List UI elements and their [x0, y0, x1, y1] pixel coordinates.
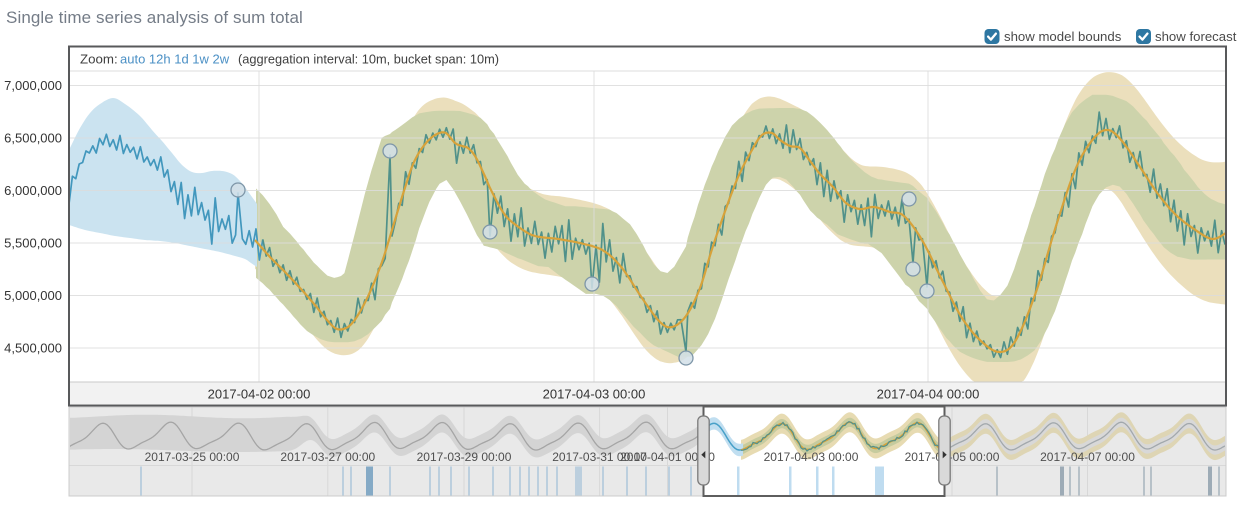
svg-text:2017-04-02 00:00: 2017-04-02 00:00 [208, 387, 311, 402]
svg-text:5,500,000: 5,500,000 [4, 236, 62, 251]
svg-text:Single time series analysis of: Single time series analysis of sum total [6, 8, 303, 27]
svg-text:2017-04-03 00:00: 2017-04-03 00:00 [764, 450, 859, 464]
svg-text:(aggregation interval: 10m, bu: (aggregation interval: 10m, bucket span:… [238, 52, 499, 67]
svg-text:2017-04-07 00:00: 2017-04-07 00:00 [1040, 450, 1135, 464]
svg-text:4,500,000: 4,500,000 [4, 341, 62, 356]
svg-text:7,000,000: 7,000,000 [4, 78, 62, 93]
svg-text:5,000,000: 5,000,000 [4, 288, 62, 303]
svg-text:show forecast: show forecast [1155, 29, 1237, 44]
svg-text:6,500,000: 6,500,000 [4, 131, 62, 146]
svg-text:show model bounds: show model bounds [1004, 29, 1122, 44]
svg-text:2017-04-04 00:00: 2017-04-04 00:00 [877, 387, 980, 402]
svg-text:2017-03-25 00:00: 2017-03-25 00:00 [145, 450, 240, 464]
svg-text:Zoom:: Zoom: [80, 52, 118, 67]
svg-text:2017-04-01 00:00: 2017-04-01 00:00 [620, 450, 715, 464]
svg-text:2017-03-29 00:00: 2017-03-29 00:00 [417, 450, 512, 464]
svg-text:2017-04-03 00:00: 2017-04-03 00:00 [543, 387, 646, 402]
svg-text:auto 12h 1d 1w 2w: auto 12h 1d 1w 2w [120, 52, 230, 67]
svg-text:2017-03-27 00:00: 2017-03-27 00:00 [280, 450, 375, 464]
svg-text:6,000,000: 6,000,000 [4, 183, 62, 198]
svg-text:2017-04-05 00:00: 2017-04-05 00:00 [905, 450, 1000, 464]
svg-text:2017-03-31 00:00: 2017-03-31 00:00 [552, 450, 647, 464]
